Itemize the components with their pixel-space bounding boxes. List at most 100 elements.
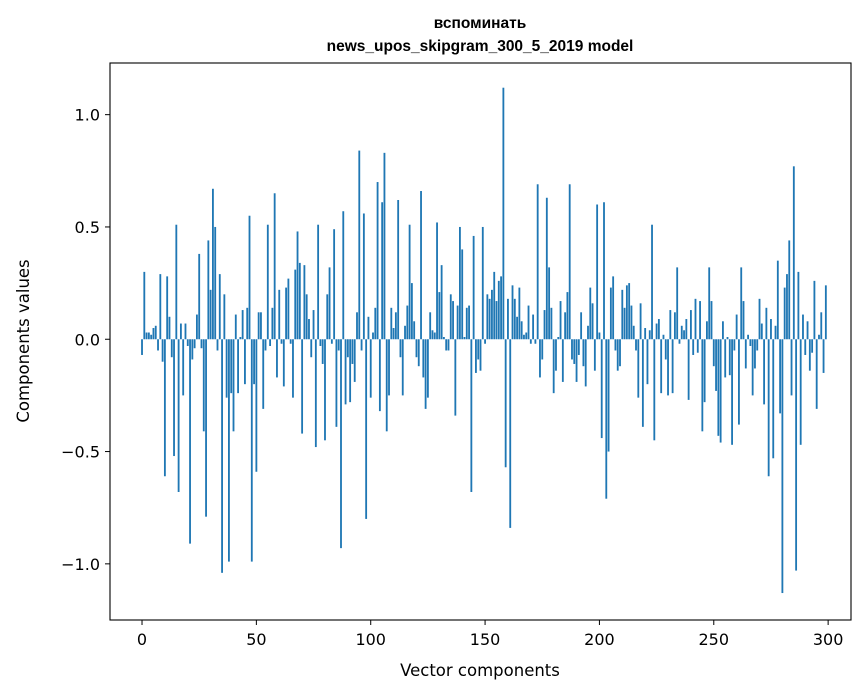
- bar-140: [461, 249, 464, 340]
- bar-242: [694, 298, 697, 340]
- bar-146: [475, 339, 477, 373]
- bar-263: [742, 301, 745, 340]
- bar-171: [532, 314, 535, 340]
- bar-231: [669, 310, 672, 340]
- bar-176: [543, 310, 546, 340]
- bar-274: [767, 339, 770, 477]
- bar-51: [257, 312, 260, 340]
- bar-293: [811, 339, 814, 353]
- bar-257: [728, 339, 731, 376]
- bar-39: [230, 339, 233, 394]
- bar-122: [420, 191, 422, 340]
- bar-50: [255, 339, 258, 472]
- bar-94: [356, 312, 358, 340]
- bar-278: [776, 260, 779, 340]
- bar-227: [660, 339, 663, 394]
- bar-14: [173, 339, 175, 457]
- bar-221: [646, 339, 649, 385]
- bar-285: [792, 166, 795, 340]
- bar-93: [353, 339, 356, 382]
- bar-97: [362, 213, 365, 340]
- bar-46: [246, 307, 249, 340]
- bar-40: [232, 339, 235, 432]
- bar-197: [591, 303, 594, 340]
- bar-254: [722, 321, 724, 340]
- bar-75: [312, 310, 315, 340]
- bar-57: [271, 307, 274, 340]
- bar-251: [715, 339, 717, 391]
- bar-198: [593, 339, 596, 371]
- bar-41: [234, 314, 237, 340]
- bar-70: [301, 339, 304, 434]
- bar-160: [507, 298, 509, 340]
- bar-3: [147, 332, 150, 340]
- bar-296: [818, 334, 820, 340]
- bar-111: [394, 312, 397, 340]
- bar-165: [518, 287, 521, 340]
- bar-224: [653, 339, 656, 441]
- bar-175: [541, 339, 544, 360]
- bar-226: [657, 319, 660, 340]
- x-tick-label: 150: [470, 630, 501, 649]
- y-tick-label: 0.5: [75, 218, 100, 237]
- bar-35: [221, 339, 223, 573]
- bar-0: [141, 339, 143, 355]
- bar-71: [303, 265, 306, 340]
- bar-272: [763, 339, 766, 405]
- bar-134: [447, 339, 450, 351]
- bar-244: [699, 301, 701, 340]
- bar-28: [205, 339, 207, 517]
- bar-280: [781, 339, 784, 594]
- bar-49: [253, 339, 255, 385]
- bar-222: [648, 330, 651, 340]
- bar-110: [392, 328, 395, 340]
- bar-182: [557, 337, 560, 340]
- bar-194: [584, 339, 587, 387]
- bar-228: [662, 334, 665, 340]
- bar-17: [179, 323, 182, 340]
- bar-83: [330, 339, 333, 344]
- bar-107: [385, 339, 388, 432]
- bar-269: [756, 339, 759, 351]
- bar-78: [319, 339, 322, 346]
- x-tick-label: 50: [246, 630, 266, 649]
- bar-142: [465, 307, 468, 340]
- bar-193: [582, 339, 585, 367]
- bar-77: [317, 224, 320, 340]
- bar-141: [463, 337, 466, 340]
- bar-30: [209, 289, 212, 340]
- bar-81: [326, 294, 329, 340]
- bar-240: [689, 310, 692, 340]
- bar-109: [390, 307, 393, 340]
- bar-289: [802, 314, 804, 340]
- bar-265: [747, 334, 749, 340]
- bar-118: [410, 283, 413, 340]
- bar-82: [328, 267, 331, 340]
- bar-32: [214, 226, 217, 340]
- bar-217: [637, 339, 640, 398]
- bar-62: [282, 339, 285, 387]
- bar-43: [239, 337, 242, 340]
- bar-86: [337, 339, 340, 351]
- bar-72: [305, 294, 308, 340]
- bar-64: [287, 278, 290, 340]
- bar-247: [706, 321, 708, 340]
- bar-232: [671, 339, 674, 394]
- y-ticks-group: −1.0 −0.5 0.0 0.5 1.0: [61, 106, 110, 574]
- bar-297: [820, 312, 823, 340]
- bar-33: [216, 339, 219, 351]
- bar-229: [664, 339, 667, 360]
- bar-187: [568, 184, 571, 340]
- bar-213: [628, 283, 631, 340]
- bar-200: [598, 332, 601, 340]
- bar-139: [459, 226, 461, 340]
- bar-271: [760, 323, 763, 340]
- bar-7: [157, 339, 159, 351]
- bar-236: [680, 325, 683, 340]
- bar-4: [150, 334, 153, 340]
- bar-258: [731, 339, 733, 445]
- bar-136: [452, 301, 454, 340]
- bar-212: [625, 285, 628, 340]
- bar-161: [509, 339, 512, 528]
